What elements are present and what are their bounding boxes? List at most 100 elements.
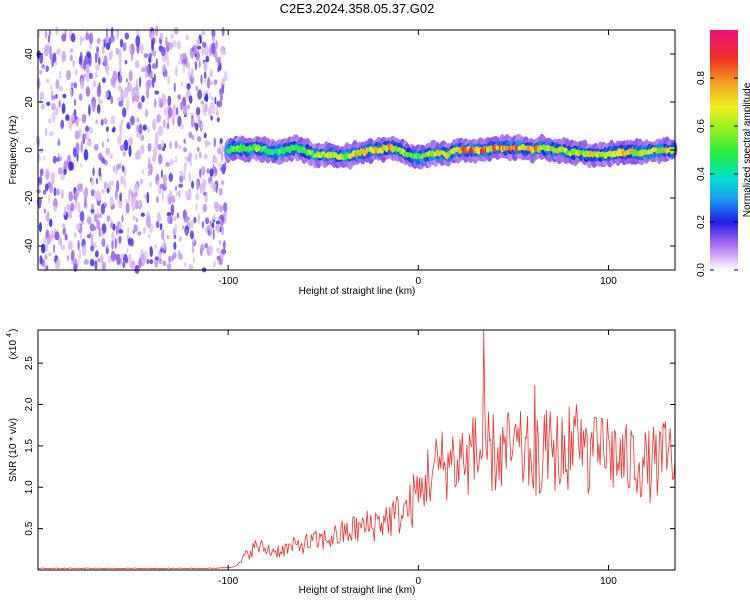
noise-speckle bbox=[73, 98, 77, 106]
noise-speckle bbox=[125, 78, 128, 83]
noise-speckle bbox=[110, 49, 114, 58]
noise-speckle bbox=[61, 103, 66, 114]
noise-speckle bbox=[138, 123, 143, 135]
noise-speckle bbox=[117, 96, 122, 102]
noise-speckle bbox=[100, 119, 104, 126]
noise-speckle bbox=[60, 119, 65, 130]
noise-speckle bbox=[78, 93, 83, 101]
noise-speckle bbox=[95, 250, 99, 258]
noise-speckle bbox=[128, 188, 132, 196]
noise-speckle bbox=[106, 63, 109, 76]
noise-speckle bbox=[119, 38, 124, 48]
noise-speckle bbox=[152, 146, 158, 158]
noise-speckle bbox=[36, 77, 41, 90]
noise-speckle bbox=[125, 198, 128, 205]
noise-speckle bbox=[197, 212, 201, 225]
noise-speckle bbox=[80, 221, 84, 226]
spectrogram-y-tick-label: 0 bbox=[24, 147, 35, 153]
noise-speckle bbox=[148, 79, 152, 88]
noise-speckle bbox=[88, 32, 94, 45]
noise-speckle bbox=[53, 187, 57, 197]
noise-speckle bbox=[152, 63, 157, 70]
noise-speckle bbox=[77, 240, 80, 251]
noise-speckle bbox=[172, 251, 177, 259]
noise-speckle bbox=[209, 69, 213, 78]
noise-speckle bbox=[62, 93, 67, 99]
noise-speckle bbox=[137, 201, 142, 208]
noise-speckle bbox=[173, 234, 177, 240]
noise-speckle bbox=[124, 87, 129, 99]
spectrogram-x-axis-label: Height of straight line (km) bbox=[299, 286, 416, 297]
noise-speckle bbox=[80, 77, 84, 90]
noise-speckle bbox=[149, 181, 152, 188]
noise-speckle bbox=[71, 113, 75, 122]
noise-speckle bbox=[53, 243, 56, 254]
noise-speckle bbox=[39, 168, 44, 176]
noise-speckle bbox=[176, 212, 180, 219]
noise-speckle bbox=[94, 143, 99, 151]
noise-speckle bbox=[58, 70, 62, 80]
noise-speckle bbox=[172, 215, 177, 222]
noise-speckle bbox=[180, 124, 184, 130]
noise-speckle bbox=[219, 138, 223, 144]
noise-speckle bbox=[187, 61, 191, 70]
noise-speckle bbox=[126, 98, 130, 111]
noise-speckle bbox=[69, 48, 74, 53]
snr-x-ticks: -100 0 100 bbox=[218, 330, 617, 587]
noise-speckle bbox=[173, 82, 176, 93]
spectrogram-y-axis-label: Frequency (Hz) bbox=[8, 116, 19, 185]
snr-y-tick-label: 1.0 bbox=[24, 480, 35, 494]
noise-speckle bbox=[202, 101, 205, 114]
noise-speckle bbox=[105, 90, 109, 99]
colorbar: 0.0 0.2 0.4 0.6 0.8 Normalized spectral ampl… bbox=[696, 30, 750, 277]
noise-speckle bbox=[141, 95, 145, 103]
noise-speckle bbox=[216, 255, 221, 261]
noise-speckle bbox=[224, 70, 228, 80]
noise-speckle bbox=[155, 58, 158, 69]
noise-speckle bbox=[177, 94, 182, 100]
noise-speckle bbox=[43, 236, 48, 244]
noise-speckle bbox=[124, 32, 130, 40]
snr-x-tick-label: 100 bbox=[600, 576, 617, 587]
noise-speckle bbox=[220, 180, 225, 186]
noise-speckle bbox=[55, 188, 60, 196]
noise-speckle bbox=[52, 155, 57, 164]
noise-speckle bbox=[196, 147, 200, 152]
noise-speckle bbox=[219, 93, 223, 102]
noise-speckle bbox=[111, 239, 114, 250]
noise-speckle bbox=[205, 141, 211, 146]
noise-speckle bbox=[74, 130, 80, 140]
noise-speckle bbox=[140, 212, 145, 217]
noise-speckle bbox=[206, 168, 210, 174]
noise-speckle bbox=[116, 180, 120, 193]
noise-speckle bbox=[50, 84, 53, 91]
noise-speckle bbox=[49, 53, 54, 61]
noise-speckle bbox=[140, 248, 144, 256]
noise-speckle bbox=[164, 36, 168, 47]
noise-speckle bbox=[213, 137, 216, 148]
noise-speckle bbox=[147, 169, 151, 176]
noise-speckle bbox=[207, 77, 211, 89]
noise-speckle bbox=[105, 126, 109, 132]
colorbar-tick-label: 0.8 bbox=[696, 71, 707, 85]
noise-speckle bbox=[159, 32, 164, 40]
noise-speckle bbox=[138, 257, 142, 269]
noise-speckle bbox=[98, 152, 103, 161]
noise-speckle bbox=[198, 151, 202, 159]
noise-speckle bbox=[48, 131, 54, 137]
noise-speckle bbox=[97, 191, 102, 201]
noise-speckle bbox=[180, 81, 183, 88]
noise-speckle bbox=[200, 243, 205, 252]
noise-speckle bbox=[81, 245, 87, 257]
noise-speckle bbox=[179, 53, 184, 61]
noise-speckle bbox=[221, 163, 226, 175]
snr-frame bbox=[37, 329, 676, 571]
snr-multiplier: (x10 4 ) bbox=[6, 329, 19, 360]
noise-speckle bbox=[57, 167, 63, 175]
noise-speckle bbox=[133, 224, 138, 232]
noise-speckle bbox=[158, 257, 162, 265]
noise-speckle bbox=[40, 103, 46, 110]
noise-speckle bbox=[92, 167, 95, 177]
noise-speckle bbox=[119, 192, 122, 202]
noise-speckle bbox=[141, 254, 146, 267]
